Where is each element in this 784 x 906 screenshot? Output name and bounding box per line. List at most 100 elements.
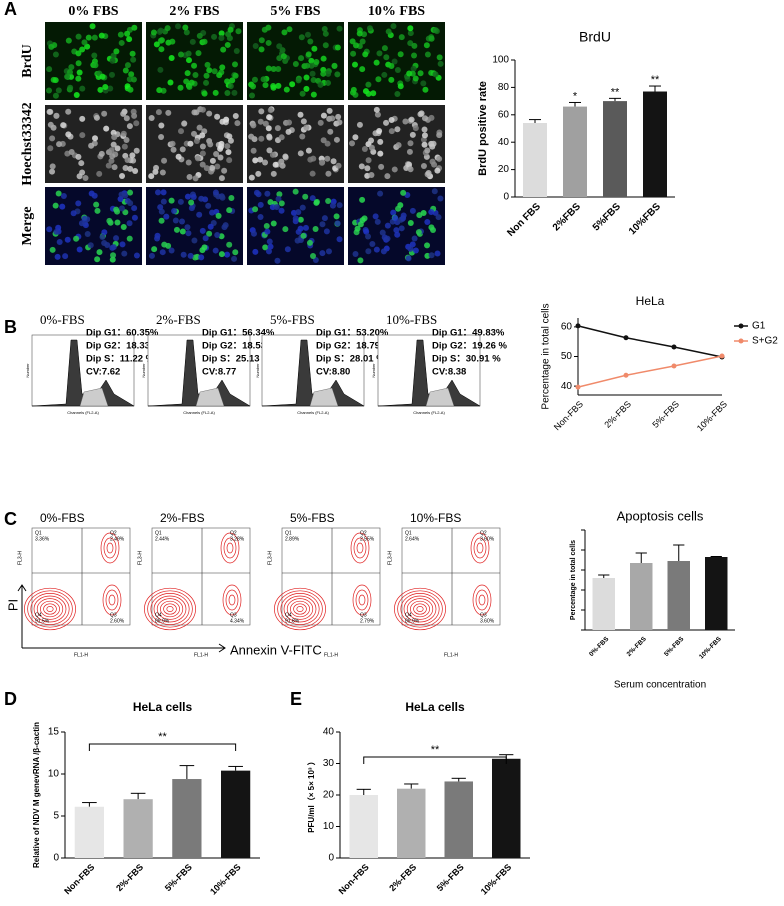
hist-y-axis: Number <box>255 363 260 378</box>
cell <box>105 162 112 169</box>
cell <box>303 85 310 92</box>
cell <box>177 51 184 58</box>
cell <box>165 109 172 116</box>
point <box>623 335 629 341</box>
cell <box>295 209 302 216</box>
quadrant-value: 3.60% <box>480 618 495 624</box>
cell <box>164 25 171 32</box>
quadrant-value: 2.79% <box>360 618 375 624</box>
cell <box>362 51 369 58</box>
cell <box>64 73 71 80</box>
cell <box>233 48 240 55</box>
cell <box>226 207 233 214</box>
quadrant-name: Q4 <box>35 612 42 618</box>
cell <box>153 41 160 48</box>
cell <box>49 163 56 170</box>
cell <box>321 25 328 32</box>
cycle-stat: Dip G2：18.53 % <box>202 341 278 352</box>
cell <box>160 198 167 205</box>
cell <box>319 221 326 228</box>
bar <box>667 561 690 630</box>
cell <box>373 106 380 113</box>
contour <box>470 532 490 564</box>
contour <box>410 600 430 618</box>
cell <box>124 62 131 69</box>
cell <box>364 165 371 172</box>
cell <box>131 112 138 119</box>
cell <box>388 117 395 124</box>
cell <box>349 38 356 45</box>
cell <box>395 142 402 149</box>
cell <box>307 38 314 45</box>
cell <box>187 140 194 147</box>
cell <box>53 112 60 119</box>
flow-frame <box>281 527 381 626</box>
cell <box>424 147 431 154</box>
contour <box>394 587 446 631</box>
cell <box>91 52 98 59</box>
cell <box>203 72 210 79</box>
legend-label: G1 <box>752 321 766 332</box>
cell <box>437 195 444 202</box>
cell <box>183 78 190 85</box>
cell <box>285 128 292 135</box>
cell <box>218 34 225 41</box>
cell <box>334 220 341 227</box>
hist-x-axis: Channels (FL2-A) <box>183 410 215 415</box>
cell <box>428 35 435 42</box>
cell <box>217 145 224 152</box>
cell <box>60 122 67 129</box>
cell <box>253 189 260 196</box>
cell <box>126 123 133 130</box>
contour <box>100 532 120 564</box>
contour <box>103 537 117 559</box>
cell <box>97 86 104 93</box>
cell <box>214 232 221 239</box>
cell <box>163 213 170 220</box>
cell <box>189 38 196 45</box>
cell <box>275 66 282 73</box>
cell <box>251 76 258 83</box>
quadrant-value: 91.5% <box>35 618 50 624</box>
cell <box>78 220 85 227</box>
bar <box>172 779 202 858</box>
plot-y-axis: FL3-H <box>387 551 393 565</box>
hist-y-axis: Number <box>141 363 146 378</box>
cell <box>119 241 126 248</box>
cell <box>394 90 401 97</box>
x-tick-label: 2%-FBS <box>387 862 418 893</box>
cell <box>121 250 128 257</box>
cell <box>284 246 291 253</box>
cycle-stat: Dip G1：49.83% <box>432 328 505 339</box>
cell <box>201 38 208 45</box>
cell <box>192 72 199 79</box>
cell <box>231 255 238 262</box>
comparison-label: ** <box>158 731 167 743</box>
cell <box>281 29 288 36</box>
contour <box>277 590 323 628</box>
y-tick-label: 0 <box>328 853 334 864</box>
cell <box>407 25 414 32</box>
quadrant-name: Q2 <box>360 530 367 536</box>
cell <box>424 219 431 226</box>
cell <box>250 230 257 237</box>
cell <box>306 239 313 246</box>
y-axis-label: Relative of NDV M genevRNA /β-cactin <box>32 722 41 868</box>
cell <box>265 248 272 255</box>
cell <box>81 39 88 46</box>
cell <box>282 153 289 160</box>
cell <box>308 62 315 69</box>
cell <box>118 205 125 212</box>
cell <box>373 246 380 253</box>
cell <box>297 150 304 157</box>
bar <box>630 563 653 630</box>
cell <box>436 132 443 139</box>
cell <box>377 190 384 197</box>
cell <box>267 107 274 114</box>
comparison-label: ** <box>431 744 440 756</box>
cell <box>261 26 268 33</box>
contour <box>220 532 240 564</box>
point <box>671 344 677 350</box>
cell <box>391 166 398 173</box>
cell <box>381 71 388 78</box>
